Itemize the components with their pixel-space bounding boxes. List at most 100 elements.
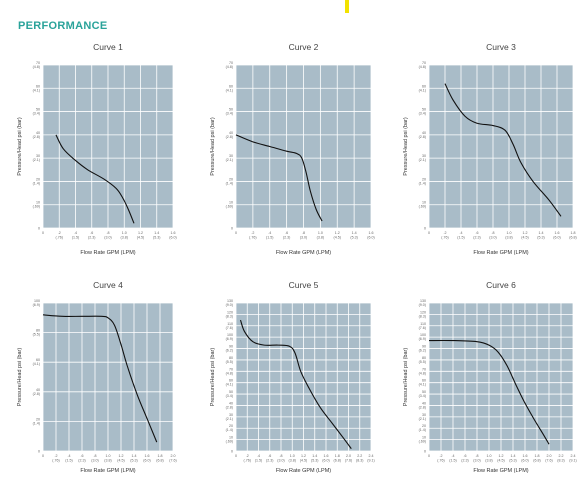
y-tick-sublabel: (1.4) [226,181,233,185]
x-tick-label: 1.0 [318,231,323,235]
x-tick-label: 2.4 [571,454,576,458]
x-tick-label: .8 [94,454,97,458]
x-tick-sublabel: (1.5) [65,459,72,463]
x-tick-sublabel: (3.0) [104,236,111,240]
y-tick-label: 90 [229,345,233,349]
y-tick-label: 70 [229,367,233,371]
y-tick-sublabel: (7.6) [419,326,426,330]
y-axis-label: Pressure/Head psi (bar) [210,348,216,407]
x-tick-label: .2 [246,454,249,458]
x-tick-sublabel: (4.5) [521,236,528,240]
y-tick-label: 40 [229,401,233,405]
y-tick-sublabel: (4.8) [419,65,426,69]
y-tick-label: 20 [36,177,40,181]
y-tick-label: 0 [231,227,233,231]
performance-curve-line [42,314,158,443]
x-tick-sublabel: (2.3) [461,459,468,463]
x-tick-sublabel: (1.5) [449,459,456,463]
chart-title: Curve 1 [93,42,123,52]
y-tick-label: 20 [229,177,233,181]
x-tick-sublabel: (3.0) [91,459,98,463]
y-tick-sublabel: (9.0) [419,303,426,307]
x-tick-label: 1.2 [138,231,143,235]
x-tick-sublabel: (3.8) [289,459,296,463]
y-tick-label: 50 [422,108,426,112]
y-tick-sublabel: (.69) [33,205,40,209]
y-tick-sublabel: (1.4) [33,421,40,425]
y-tick-sublabel: (4.1) [33,88,40,92]
y-tick-sublabel: (1.4) [226,428,233,432]
x-tick-sublabel: (4.5) [300,459,307,463]
y-tick-label: 110 [420,322,426,326]
x-tick-sublabel: (3.0) [489,236,496,240]
curve-2-chart: Curve 20.2(.76).4(1.5).6(2.3).8(3.0)1.0(… [210,42,375,256]
y-axis-label: Pressure/Head psi (bar) [403,348,409,407]
x-tick-label: 1.4 [154,231,159,235]
x-tick-sublabel: (6.0) [521,459,528,463]
y-tick-label: 120 [420,310,426,314]
y-axis-label: Pressure/Head psi (bar) [210,117,216,176]
y-tick-label: 40 [422,131,426,135]
x-tick-sublabel: (.76) [52,459,59,463]
x-tick-sublabel: (6.0) [367,236,374,240]
x-tick-sublabel: (6.0) [322,459,329,463]
x-tick-label: 1.0 [290,454,295,458]
x-tick-label: .6 [268,454,271,458]
x-tick-label: 1.8 [571,231,576,235]
x-tick-sublabel: (8.3) [557,459,564,463]
y-tick-label: 40 [229,131,233,135]
y-tick-sublabel: (2.1) [419,417,426,421]
x-tick-sublabel: (.76) [249,236,256,240]
x-tick-label: 2.2 [559,454,564,458]
y-axis-label: Pressure/Head psi (bar) [17,348,23,407]
y-tick-label: 80 [36,329,40,333]
x-tick-sublabel: (7.6) [345,459,352,463]
y-tick-label: 80 [422,356,426,360]
y-tick-label: 60 [36,358,40,362]
x-tick-label: 0 [428,231,430,235]
x-tick-label: 1.4 [511,454,516,458]
y-tick-label: 30 [422,413,426,417]
x-axis-label: Flow Rate GPM (LPM) [473,468,528,474]
x-tick-sublabel: (.76) [441,236,448,240]
y-tick-label: 10 [36,201,40,205]
y-tick-sublabel: (2.8) [419,405,426,409]
x-tick-sublabel: (3.8) [317,236,324,240]
x-tick-label: 1.4 [312,454,317,458]
y-tick-label: 30 [422,154,426,158]
curve-5-chart: Curve 50.2(.76).4(1.5).6(2.3).8(3.0)1.0(… [210,280,375,474]
y-tick-label: 100 [34,299,40,303]
x-tick-sublabel: (4.5) [334,236,341,240]
x-tick-label: 2.2 [357,454,362,458]
x-tick-label: 0 [42,454,44,458]
x-tick-label: .6 [81,454,84,458]
y-tick-label: 100 [420,333,426,337]
x-tick-label: 1.6 [171,231,176,235]
y-tick-sublabel: (4.1) [226,88,233,92]
y-tick-sublabel: (6.2) [419,349,426,353]
x-tick-label: .8 [492,231,495,235]
y-tick-label: 0 [38,227,40,231]
y-tick-sublabel: (6.9) [226,337,233,341]
x-tick-label: .8 [107,231,110,235]
x-tick-sublabel: (6.0) [553,236,560,240]
x-tick-label: 0 [428,454,430,458]
x-tick-label: .4 [268,231,271,235]
x-tick-sublabel: (.76) [244,459,251,463]
x-tick-label: 1.2 [523,231,528,235]
x-tick-label: 1.0 [106,454,111,458]
x-tick-sublabel: (3.0) [473,459,480,463]
x-tick-sublabel: (6.8) [156,459,163,463]
x-tick-sublabel: (8.3) [356,459,363,463]
x-tick-sublabel: (.76) [56,236,63,240]
y-tick-label: 60 [36,84,40,88]
yellow-accent-bar [345,0,349,13]
x-tick-sublabel: (7.6) [169,459,176,463]
x-tick-sublabel: (6.8) [334,459,341,463]
x-tick-label: .2 [55,454,58,458]
x-tick-label: .4 [68,454,71,458]
y-tick-label: 70 [422,367,426,371]
x-tick-label: .6 [464,454,467,458]
x-tick-sublabel: (5.3) [130,459,137,463]
y-tick-sublabel: (3.4) [419,112,426,116]
